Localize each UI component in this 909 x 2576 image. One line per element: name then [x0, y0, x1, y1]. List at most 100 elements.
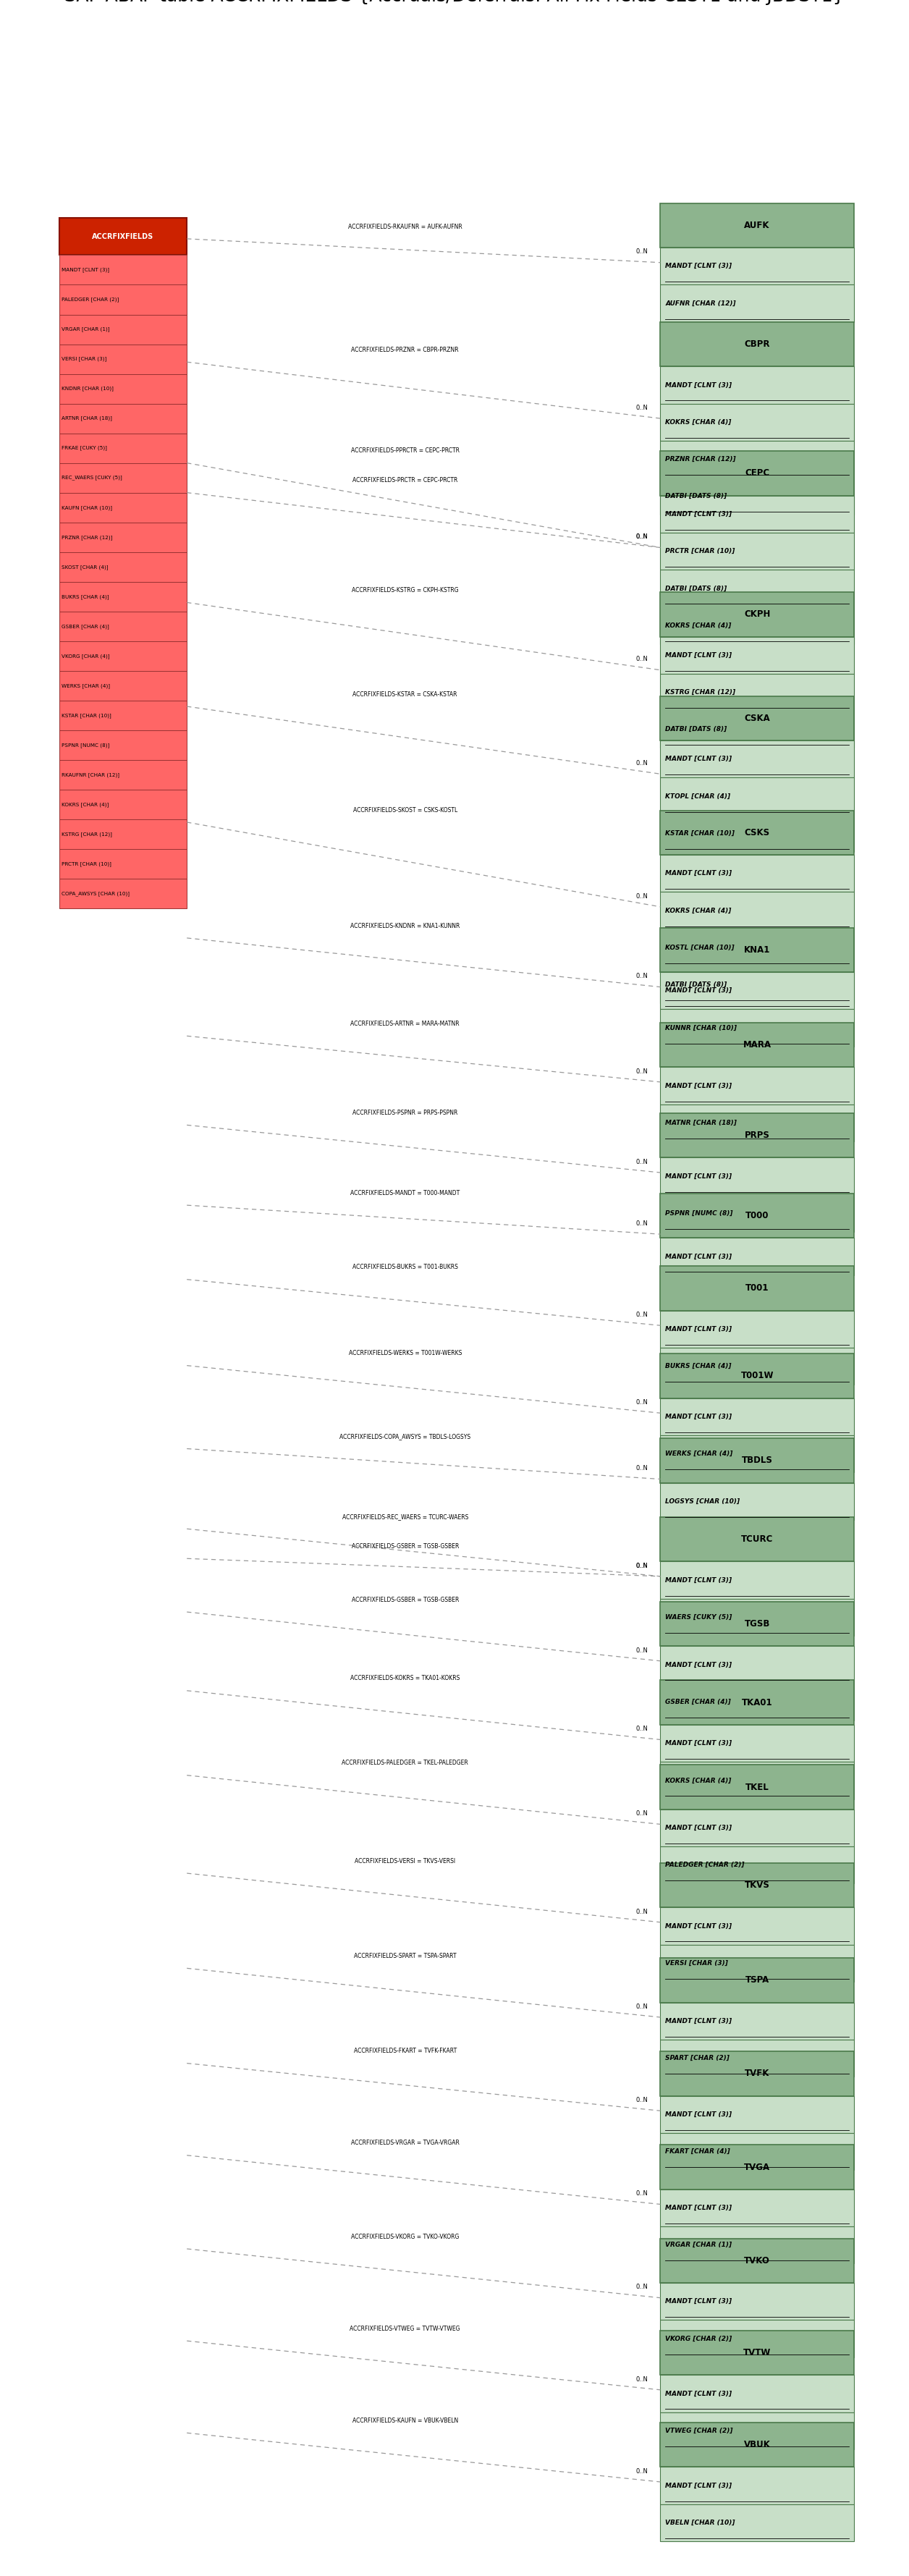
FancyBboxPatch shape	[660, 778, 854, 814]
Text: CSKS: CSKS	[744, 827, 770, 837]
Text: MANDT [CLNT (3)]: MANDT [CLNT (3)]	[665, 2112, 732, 2117]
FancyBboxPatch shape	[59, 255, 187, 286]
FancyBboxPatch shape	[660, 2097, 854, 2133]
Text: ACCRFIXFIELDS-PRZNR = CBPR-PRZNR: ACCRFIXFIELDS-PRZNR = CBPR-PRZNR	[351, 348, 459, 353]
Text: TKVS: TKVS	[744, 1880, 770, 1891]
Text: TKA01: TKA01	[742, 1698, 773, 1708]
Text: T001: T001	[745, 1283, 769, 1293]
Text: KSTAR [CHAR (10)]: KSTAR [CHAR (10)]	[665, 829, 734, 837]
FancyBboxPatch shape	[660, 1437, 854, 1484]
Text: 0..N: 0..N	[635, 2190, 648, 2197]
Text: MANDT [CLNT (3)]: MANDT [CLNT (3)]	[665, 1662, 732, 1667]
Text: KOKRS [CHAR (4)]: KOKRS [CHAR (4)]	[665, 907, 732, 914]
FancyBboxPatch shape	[660, 1484, 854, 1520]
Text: ACCRFIXFIELDS-GSBER = TGSB-GSBER: ACCRFIXFIELDS-GSBER = TGSB-GSBER	[352, 1597, 459, 1602]
Text: FRKAE [CUKY (5)]: FRKAE [CUKY (5)]	[62, 446, 107, 451]
Text: AUFK: AUFK	[744, 222, 770, 229]
FancyBboxPatch shape	[660, 1311, 854, 1347]
FancyBboxPatch shape	[59, 433, 187, 464]
FancyBboxPatch shape	[660, 2146, 854, 2190]
Text: PSPNR [NUMC (8)]: PSPNR [NUMC (8)]	[665, 1211, 733, 1216]
FancyBboxPatch shape	[660, 1765, 854, 1808]
Text: 0..N: 0..N	[635, 1221, 648, 1226]
Text: VTWEG [CHAR (2)]: VTWEG [CHAR (2)]	[665, 2427, 733, 2434]
Text: 0..N: 0..N	[635, 1646, 648, 1654]
Text: KNDNR [CHAR (10)]: KNDNR [CHAR (10)]	[62, 386, 114, 392]
FancyBboxPatch shape	[59, 701, 187, 729]
Text: VRGAR [CHAR (1)]: VRGAR [CHAR (1)]	[665, 2241, 732, 2249]
Text: MARA: MARA	[743, 1041, 772, 1048]
FancyBboxPatch shape	[660, 927, 854, 971]
FancyBboxPatch shape	[660, 636, 854, 675]
FancyBboxPatch shape	[660, 1680, 854, 1726]
FancyBboxPatch shape	[660, 966, 854, 1002]
FancyBboxPatch shape	[660, 2239, 854, 2282]
FancyBboxPatch shape	[660, 2411, 854, 2450]
Text: MANDT [CLNT (3)]: MANDT [CLNT (3)]	[665, 1414, 732, 1419]
Text: MANDT [CLNT (3)]: MANDT [CLNT (3)]	[665, 510, 732, 518]
FancyBboxPatch shape	[660, 2321, 854, 2357]
FancyBboxPatch shape	[660, 1847, 854, 1883]
Text: ARTNR [CHAR (18)]: ARTNR [CHAR (18)]	[62, 415, 112, 420]
Text: ACCRFIXFIELDS-KOKRS = TKA01-KOKRS: ACCRFIXFIELDS-KOKRS = TKA01-KOKRS	[350, 1674, 460, 1682]
Text: REC_WAERS [CUKY (5)]: REC_WAERS [CUKY (5)]	[62, 477, 123, 479]
FancyBboxPatch shape	[660, 1113, 854, 1157]
FancyBboxPatch shape	[660, 814, 854, 853]
FancyBboxPatch shape	[660, 1682, 854, 1721]
Text: 0..N: 0..N	[635, 2285, 648, 2290]
FancyBboxPatch shape	[660, 1157, 854, 1195]
Text: VERSI [CHAR (3)]: VERSI [CHAR (3)]	[665, 1960, 728, 1965]
Text: TVFK: TVFK	[744, 2069, 770, 2079]
Text: ACCRFIXFIELDS-KSTRG = CKPH-KSTRG: ACCRFIXFIELDS-KSTRG = CKPH-KSTRG	[352, 587, 458, 592]
Text: FKART [CHAR (4)]: FKART [CHAR (4)]	[665, 2148, 730, 2156]
FancyBboxPatch shape	[660, 2468, 854, 2504]
Text: MANDT [CLNT (3)]: MANDT [CLNT (3)]	[665, 2298, 732, 2306]
Text: TGSB: TGSB	[744, 1620, 770, 1628]
FancyBboxPatch shape	[660, 1958, 854, 2002]
FancyBboxPatch shape	[660, 608, 854, 644]
Text: 0..N: 0..N	[635, 533, 648, 541]
FancyBboxPatch shape	[660, 2331, 854, 2375]
FancyBboxPatch shape	[660, 1808, 854, 1847]
Text: SPART [CHAR (2)]: SPART [CHAR (2)]	[665, 2056, 730, 2061]
Text: VKORG [CHAR (4)]: VKORG [CHAR (4)]	[62, 654, 110, 659]
FancyBboxPatch shape	[660, 1600, 854, 1636]
Text: 0..N: 0..N	[635, 657, 648, 662]
FancyBboxPatch shape	[660, 1762, 854, 1798]
Text: CBPR: CBPR	[744, 340, 770, 348]
Text: TVTW: TVTW	[744, 2349, 771, 2357]
FancyBboxPatch shape	[59, 850, 187, 878]
FancyBboxPatch shape	[660, 1561, 854, 1600]
Text: ACCRFIXFIELDS-GSBER = TGSB-GSBER: ACCRFIXFIELDS-GSBER = TGSB-GSBER	[352, 1543, 459, 1551]
Text: DATBI [DATS (8)]: DATBI [DATS (8)]	[665, 726, 727, 732]
FancyBboxPatch shape	[660, 739, 854, 778]
Text: 0..N: 0..N	[635, 1564, 648, 1569]
FancyBboxPatch shape	[660, 811, 854, 855]
FancyBboxPatch shape	[660, 1906, 854, 1945]
FancyBboxPatch shape	[660, 2190, 854, 2226]
Text: TCURC: TCURC	[741, 1535, 774, 1543]
FancyBboxPatch shape	[660, 1726, 854, 1762]
Text: PSPNR [NUMC (8)]: PSPNR [NUMC (8)]	[62, 742, 110, 747]
Text: 0..N: 0..N	[635, 894, 648, 899]
FancyBboxPatch shape	[660, 1602, 854, 1646]
FancyBboxPatch shape	[660, 1945, 854, 1981]
Text: ACCRFIXFIELDS-VTWEG = TVTW-VTWEG: ACCRFIXFIELDS-VTWEG = TVTW-VTWEG	[350, 2326, 460, 2331]
Text: TSPA: TSPA	[745, 1976, 769, 1986]
FancyBboxPatch shape	[660, 440, 854, 477]
Text: MANDT [CLNT (3)]: MANDT [CLNT (3)]	[665, 871, 732, 876]
Text: KSTRG [CHAR (12)]: KSTRG [CHAR (12)]	[62, 832, 112, 837]
Text: KUNNR [CHAR (10)]: KUNNR [CHAR (10)]	[665, 1025, 737, 1030]
FancyBboxPatch shape	[660, 971, 854, 1010]
FancyBboxPatch shape	[59, 464, 187, 492]
Text: VKORG [CHAR (2)]: VKORG [CHAR (2)]	[665, 2336, 732, 2342]
Text: MANDT [CLNT (3)]: MANDT [CLNT (3)]	[665, 1577, 732, 1584]
FancyBboxPatch shape	[660, 592, 854, 636]
Text: PRPS: PRPS	[744, 1131, 770, 1141]
FancyBboxPatch shape	[59, 492, 187, 523]
Text: MANDT [CLNT (3)]: MANDT [CLNT (3)]	[665, 1922, 732, 1929]
FancyBboxPatch shape	[660, 2421, 854, 2468]
Text: MANDT [CLNT (3)]: MANDT [CLNT (3)]	[665, 1082, 732, 1090]
Text: TVGA: TVGA	[744, 2161, 770, 2172]
Text: 0..N: 0..N	[635, 533, 648, 541]
